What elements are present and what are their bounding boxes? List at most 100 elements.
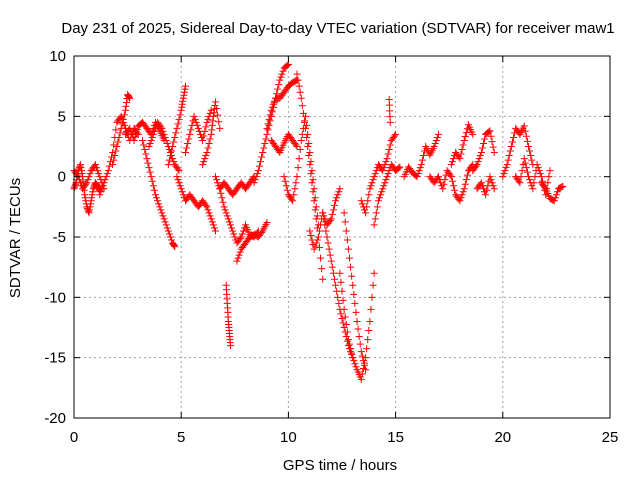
data-point [297,94,305,102]
data-point [120,111,128,119]
data-point [76,161,84,169]
data-point [146,168,154,176]
data-point [319,275,327,283]
data-point [311,194,319,202]
data-point [130,136,138,144]
data-point [520,122,528,130]
data-point [544,179,552,187]
data-point [520,155,528,163]
data-point [215,118,223,126]
data-point [103,170,111,178]
data-point [358,370,366,378]
data-point [212,227,220,235]
data-point [378,188,386,196]
data-point [193,121,201,129]
data-point [259,149,267,157]
data-point [448,177,456,185]
data-point [526,147,534,155]
data-point [122,102,130,110]
data-point [327,257,335,265]
data-point [171,243,179,251]
data-point [160,215,168,223]
data-point [212,98,220,106]
data-point [146,139,154,147]
data-point [351,299,359,307]
y-tick-label: -5 [53,229,66,246]
data-point [367,305,375,313]
chart-title: Day 231 of 2025, Sidereal Day-to-day VTE… [61,20,614,37]
data-point [179,94,187,102]
data-point [379,185,387,193]
data-point [149,130,157,138]
data-point [319,209,327,217]
data-point [323,233,331,241]
data-point [91,161,99,169]
data-point [176,111,184,119]
data-point [293,70,301,78]
data-point [278,70,286,78]
data-point [531,173,539,181]
data-point [269,100,277,108]
y-tick-label: -20 [44,410,66,427]
data-point [364,336,372,344]
data-point [310,245,318,253]
y-axis-label: SDTVAR / TECUs [7,178,24,298]
data-point [204,144,212,152]
data-point [419,152,427,160]
data-point [163,139,171,147]
data-point [535,167,543,175]
data-series-sat-track-s [280,112,322,229]
data-point [85,209,93,217]
data-point [385,146,393,154]
data-point [472,162,480,170]
data-point [305,139,313,147]
data-point [522,164,530,172]
data-point [178,103,186,111]
data-point [157,123,165,131]
data-point [342,227,350,235]
data-point [337,310,345,318]
data-point [169,143,177,150]
data-point [112,147,120,155]
data-point [105,162,113,170]
data-point [364,197,372,205]
data-point [348,349,356,357]
data-point [462,176,470,184]
data-point [386,141,394,149]
data-point [175,115,183,123]
data-point [370,221,378,229]
data-point [293,143,301,150]
data-point [340,209,348,217]
data-point [476,152,484,160]
data-point [307,158,315,166]
data-point [275,81,283,89]
x-tick-label: 5 [177,429,185,446]
data-point [113,143,121,150]
data-point [170,242,178,250]
data-point [172,129,180,137]
data-point [336,269,344,277]
data-point [457,194,465,202]
data-point [151,191,159,199]
data-point [110,141,118,149]
data-point [312,203,320,211]
data-point [528,156,536,164]
data-point [350,357,358,365]
data-point [293,173,301,181]
data-series-sat-track-k [199,98,224,169]
data-point [343,328,351,336]
data-point [183,144,191,152]
data-point [515,177,523,185]
data-series-sat-track-d [109,91,134,169]
data-series-sat-track-x [340,209,370,374]
data-point [170,241,178,249]
data-point [368,179,376,187]
data-point [485,128,493,136]
data-point [365,327,373,335]
data-point [279,67,287,75]
data-point [86,206,94,214]
data-point [529,185,537,193]
data-point [179,97,187,105]
data-point [369,176,377,184]
data-point [163,224,171,232]
